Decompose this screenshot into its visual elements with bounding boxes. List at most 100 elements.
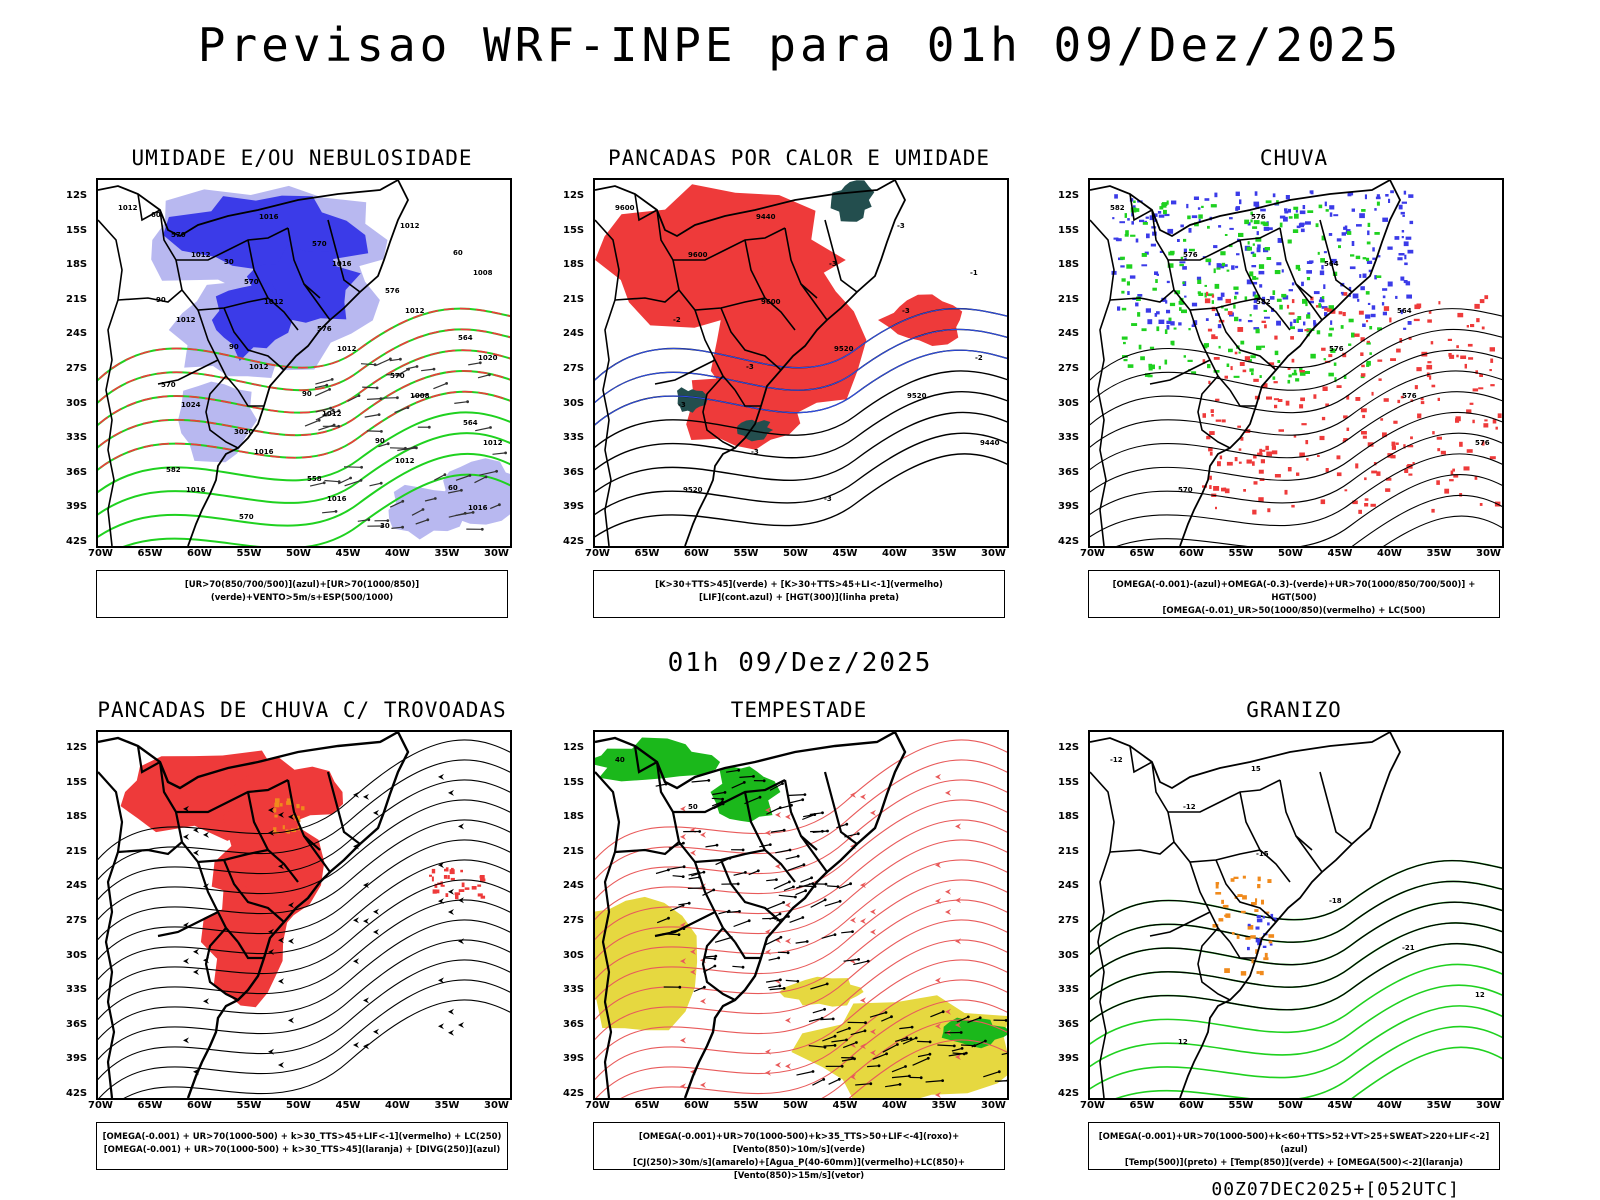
rain-red-speckle <box>1310 296 1314 301</box>
omega-orange-speckle <box>1268 934 1275 938</box>
red-dashed-contour <box>98 328 510 404</box>
flow-arrow <box>955 938 961 945</box>
latitude-label: 27S <box>563 915 585 926</box>
rain-blue-speckle <box>1166 280 1170 284</box>
rain-blue-speckle <box>1257 244 1261 249</box>
vector-head <box>349 476 352 480</box>
wind-vector <box>394 407 409 414</box>
vector-head <box>848 1026 851 1030</box>
map-frame: 40 50 <box>593 730 1009 1100</box>
rain-green-speckle <box>1334 377 1337 383</box>
vector-head <box>713 964 717 968</box>
wind-vector <box>364 414 380 418</box>
legend-box: [UR>70(850/700/500)](azul)+[UR>70(1000/8… <box>96 570 508 618</box>
temp500-contour <box>1090 943 1502 1023</box>
wind-vector <box>826 885 838 888</box>
wind-vector <box>881 1016 892 1022</box>
rain-green-speckle <box>1213 268 1216 274</box>
vector-head <box>782 987 786 990</box>
rain-red-speckle <box>1416 303 1422 308</box>
state-border <box>159 209 289 261</box>
rain-red-speckle <box>1455 416 1461 422</box>
wind-vector <box>322 510 337 514</box>
rain-red-speckle <box>1277 399 1283 402</box>
rain-red-speckle <box>1346 395 1350 400</box>
vector-head <box>966 1015 970 1019</box>
contour-label: 60 <box>453 249 463 257</box>
rain-blue-speckle <box>1321 306 1328 309</box>
rain-green-speckle <box>1288 216 1293 219</box>
rain-green-speckle <box>1228 244 1233 248</box>
rain-red-speckle <box>1259 478 1265 481</box>
wind-vector <box>891 1065 906 1073</box>
humidity-light-area <box>388 484 469 540</box>
legend-line: [OMEGA(-0.001)+UR>70(1000-500)+k<60+TTS>… <box>1098 1132 1490 1155</box>
rain-red-speckle <box>1208 447 1213 452</box>
rain-blue-speckle <box>1403 280 1408 284</box>
vector-head <box>756 869 760 873</box>
rain-green-speckle <box>1207 225 1210 229</box>
flow-arrow <box>680 958 686 965</box>
rain-green-speckle <box>1299 371 1306 376</box>
rain-green-speckle <box>1369 352 1372 355</box>
state-border <box>303 835 331 873</box>
thunder-red-speckle <box>445 893 449 897</box>
rain-red-speckle <box>1206 291 1209 296</box>
rain-green-speckle <box>1253 277 1259 280</box>
rain-red-speckle <box>1478 387 1484 390</box>
red-streamline <box>595 739 1007 861</box>
flow-arrow <box>448 789 454 796</box>
rain-red-speckle <box>1436 480 1440 485</box>
contour-label: 9440 <box>756 213 776 221</box>
latitude-label: 21S <box>66 845 88 857</box>
state-border <box>137 193 161 222</box>
panel-title: PANCADAS DE CHUVA C/ TROVOADAS <box>97 698 507 722</box>
rain-green-speckle <box>1148 366 1153 371</box>
rain-green-speckle <box>1306 328 1312 333</box>
vector-head <box>681 875 685 878</box>
rain-green-speckle <box>1249 271 1254 277</box>
rain-blue-speckle <box>1406 294 1412 299</box>
latitude-label: 24S <box>66 328 88 340</box>
convection-red-area <box>878 294 963 346</box>
wind-vector <box>895 1037 908 1042</box>
wind-vector <box>951 1047 963 1052</box>
longitude-label: 55W <box>1228 1100 1254 1111</box>
rain-blue-speckle <box>1405 236 1412 240</box>
vector-head <box>723 791 727 794</box>
wind-vector <box>693 986 705 993</box>
rain-blue-speckle <box>1150 243 1156 247</box>
contour-label: 1012 <box>400 222 420 230</box>
vector-head <box>833 1034 837 1038</box>
rain-red-speckle <box>1254 395 1260 400</box>
rain-red-speckle <box>1430 341 1434 345</box>
vector-head <box>714 954 718 958</box>
rain-red-speckle <box>1213 336 1218 340</box>
streamline <box>98 739 510 861</box>
flow-arrow <box>183 805 189 812</box>
longitude-label: 45W <box>1327 548 1353 559</box>
latitude-label: 30S <box>1058 949 1080 961</box>
red-streamline <box>595 859 1007 981</box>
rain-red-speckle <box>1373 462 1377 466</box>
wind-vector <box>378 443 389 448</box>
flow-arrow <box>268 928 274 935</box>
contour-label: 12 <box>1178 1038 1188 1046</box>
rain-blue-speckle <box>1336 238 1342 242</box>
rain-green-speckle <box>1126 281 1130 286</box>
state-border <box>1197 927 1231 1001</box>
omega-orange-speckle <box>1215 892 1222 895</box>
state-border <box>655 761 786 814</box>
hgt-contour <box>595 411 1007 494</box>
rain-green-speckle <box>1292 229 1299 233</box>
flow-arrow <box>765 928 771 935</box>
latitude-label: 15S <box>66 224 88 236</box>
wind-vector <box>842 1041 857 1049</box>
contour-label: 50 <box>688 803 698 811</box>
rain-green-speckle <box>1218 345 1221 349</box>
vector-head <box>813 813 817 816</box>
wind-vector <box>902 1037 917 1045</box>
rain-red-speckle <box>1320 499 1326 505</box>
vector-head <box>322 481 326 485</box>
rain-red-speckle <box>1459 441 1463 447</box>
